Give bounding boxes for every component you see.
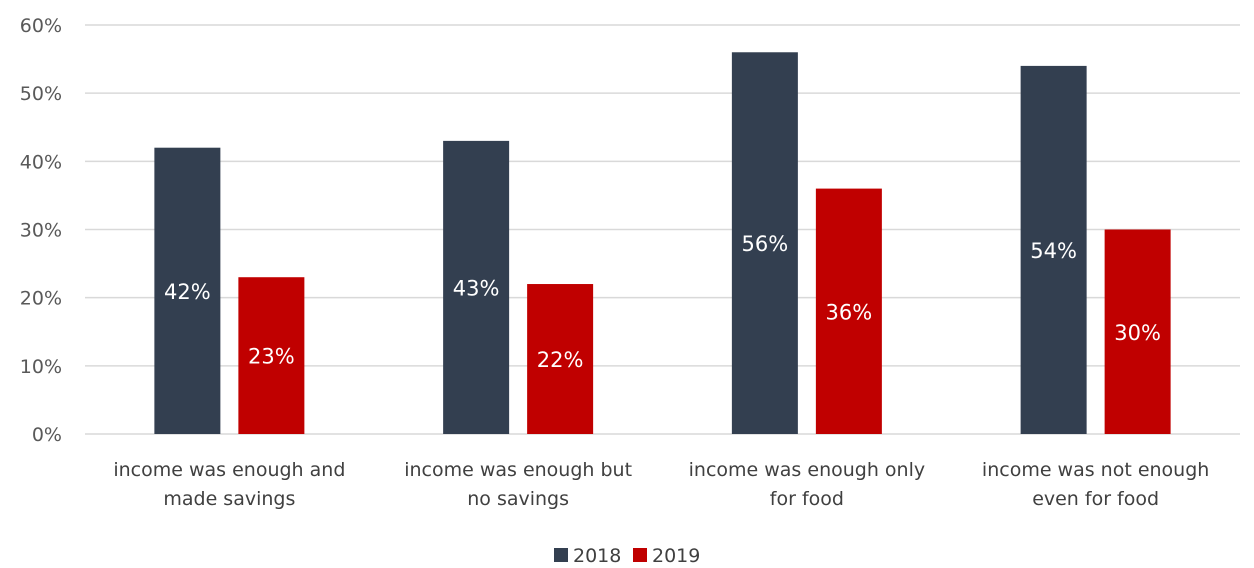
x-category-label: income was enough only for food — [689, 459, 925, 510]
bar-2018-4 — [1020, 65, 1087, 435]
x-axis-category-labels: income was enough and made savingsincome … — [113, 459, 1209, 510]
y-tick-label: 50% — [20, 83, 62, 105]
legend-label-2019: 2019 — [652, 545, 700, 567]
bar-2019-3 — [815, 188, 882, 434]
data-label-2018-2: 43% — [453, 276, 500, 300]
x-category-label-line: income was enough but — [404, 459, 632, 481]
y-tick-label: 10% — [20, 356, 62, 378]
data-label-2019-1: 23% — [248, 345, 295, 369]
x-category-label-line: income was enough only — [689, 459, 925, 481]
y-tick-label: 0% — [32, 424, 62, 446]
data-label-2019-3: 36% — [826, 300, 873, 324]
bars — [154, 52, 1171, 435]
x-category-label-line: for food — [770, 488, 844, 510]
y-axis-tick-labels: 0% 10% 20% 30% 40% 50% 60% — [20, 15, 62, 446]
legend-swatch-2018 — [554, 548, 568, 562]
legend-label-2018: 2018 — [573, 545, 621, 567]
x-category-label-line: made savings — [163, 488, 295, 510]
bar-2019-2 — [527, 284, 594, 434]
bar-2018-3 — [731, 52, 798, 435]
y-tick-label: 30% — [20, 220, 62, 242]
x-category-label: income was not enough even for food — [982, 459, 1209, 510]
x-category-label-line: no savings — [467, 488, 569, 510]
y-tick-label: 60% — [20, 15, 62, 37]
bar-2018-1 — [154, 147, 221, 434]
y-tick-label: 40% — [20, 151, 62, 173]
bar-2018-2 — [443, 140, 510, 434]
legend-swatch-2019 — [633, 548, 647, 562]
data-label-2018-1: 42% — [164, 280, 211, 304]
x-category-label: income was enough but no savings — [404, 459, 632, 510]
data-label-2019-4: 30% — [1114, 321, 1161, 345]
bar-2019-1 — [238, 277, 305, 434]
x-category-label: income was enough and made savings — [113, 459, 345, 510]
bar-2019-4 — [1104, 229, 1171, 434]
data-label-2018-4: 54% — [1030, 239, 1077, 263]
y-tick-label: 20% — [20, 288, 62, 310]
x-category-label-line: income was not enough — [982, 459, 1209, 481]
x-category-label-line: even for food — [1032, 488, 1159, 510]
data-labels: 42% 23% 43% 22% 56% 36% 54% 30% — [164, 232, 1161, 372]
legend: 2018 2019 — [554, 545, 700, 567]
x-category-label-line: income was enough and — [113, 459, 345, 481]
data-label-2019-2: 22% — [537, 348, 584, 372]
data-label-2018-3: 56% — [742, 232, 789, 256]
